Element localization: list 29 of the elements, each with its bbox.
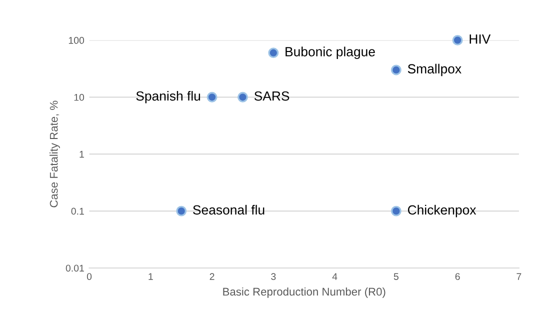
point xyxy=(390,64,402,76)
x-tick-label: 2 xyxy=(210,273,214,280)
annotation: SARS xyxy=(254,91,290,101)
x-tick-label: 0 xyxy=(86,273,92,280)
x-tick-label: 5 xyxy=(394,273,398,280)
point xyxy=(452,34,463,46)
y-tick-label: 100 xyxy=(68,36,84,44)
x-tick-label: 3 xyxy=(271,273,276,280)
annotation: Spanish flu xyxy=(136,91,200,104)
x-tick-label: 6 xyxy=(455,273,460,280)
point xyxy=(206,92,218,102)
annotation: Chickenpox xyxy=(408,204,476,218)
point xyxy=(268,48,279,58)
y-tick-label: 1 xyxy=(80,150,84,158)
point xyxy=(176,206,187,216)
annotation: Seasonal flu xyxy=(193,204,264,215)
y-tick-label: 0.01 xyxy=(66,264,84,272)
x-tick-label: 1 xyxy=(148,273,153,280)
annotation: Smallpox xyxy=(408,64,462,76)
y-tick-label: 10 xyxy=(74,94,84,101)
point xyxy=(238,92,248,102)
y-tick-label: 0.1 xyxy=(71,208,84,215)
annotation: Bubonic plague xyxy=(286,46,375,59)
y-axis-title: Case Fatality Rate, % xyxy=(50,100,60,208)
x-tick-label: 4 xyxy=(332,273,338,280)
x-tick-label: 7 xyxy=(516,273,522,280)
point xyxy=(390,206,402,216)
annotation: HIV xyxy=(470,34,491,44)
x-axis-title: Basic Reproduction Number (R0) xyxy=(223,287,386,298)
